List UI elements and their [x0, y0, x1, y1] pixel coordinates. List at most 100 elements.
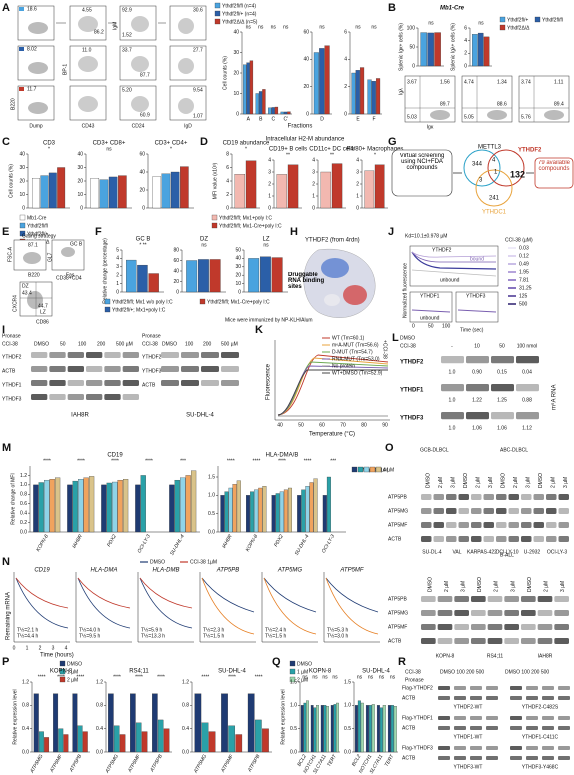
chart-title: SU-DHL-4: [218, 669, 246, 675]
x-tick-label: PDX2: [106, 533, 118, 548]
bar: [152, 693, 158, 753]
y-tick-label: 0: [176, 289, 179, 295]
blot-band: [526, 726, 538, 730]
legend-swatch: [104, 298, 111, 305]
y-tick-label: 40: [77, 151, 83, 157]
construct: YTHDF2-C482S: [522, 704, 559, 710]
blot-band: [558, 696, 570, 700]
legend-label: Ythdf2fl/fl; Mx1+poly I:C: [219, 215, 272, 221]
blot-band: [533, 536, 544, 542]
legend-swatch: [214, 18, 221, 25]
blot-band: [458, 522, 469, 528]
bar: [112, 481, 118, 533]
blot-band: [510, 686, 522, 690]
legend-label: RNA-MUT (Tm=53.0): [332, 356, 380, 362]
half-life: T½=2.1 h: [17, 626, 38, 633]
bar: [44, 737, 50, 753]
legend-swatch: [59, 668, 66, 675]
bar: [275, 493, 280, 533]
legend-swatch: [214, 10, 221, 17]
legend-swatch: [199, 298, 206, 305]
bar: [271, 107, 275, 115]
group-label: B-ALL: [500, 552, 514, 558]
y-tick-label: 60: [139, 151, 145, 157]
bar: [82, 731, 88, 753]
legend-label: 125: [519, 293, 528, 299]
row-label: DMSO: [400, 335, 415, 341]
blot-band: [496, 536, 507, 542]
blot-band: [526, 756, 538, 760]
bar: [283, 489, 288, 533]
blot-band: [470, 686, 482, 690]
chart: HLA-DMA/B0.00.51.01.5IAH8R****KOPN-8****…: [208, 453, 346, 557]
legend-label: 2 µM: [67, 677, 78, 683]
y-tick-label: 0.5: [344, 726, 351, 732]
blot-band: [433, 536, 444, 542]
blot-band: [471, 638, 486, 644]
blot-band: [437, 638, 453, 644]
blot-band: [438, 726, 450, 730]
bar: [57, 167, 66, 209]
blot-band: [454, 624, 469, 630]
y-tick-label: 0: [356, 205, 359, 211]
panel-letter: R: [398, 656, 406, 668]
protein-label: YTHDF2: [2, 354, 22, 360]
conc-label: DMSO: [427, 577, 433, 592]
significance: ****: [43, 458, 51, 464]
chart-title: CD3+ CD8+: [93, 141, 126, 147]
bar: [89, 476, 95, 533]
y-tick-label: 100: [407, 25, 416, 31]
protein-label: ACTB: [142, 382, 156, 388]
significance: ****: [253, 458, 261, 464]
x-tick-label: 70: [340, 422, 346, 428]
y-tick-label: 4: [344, 57, 347, 63]
y-tick-label: 0: [238, 289, 241, 295]
y-tick-label: 0.5: [208, 511, 215, 517]
blot-band: [504, 638, 519, 644]
blot-band: [521, 536, 532, 542]
blot-band: [466, 412, 489, 420]
bar: [234, 174, 246, 209]
bar: [163, 728, 170, 753]
bar: [38, 482, 44, 533]
y-tick-label: 0.4: [96, 726, 103, 732]
conc-label: 3 µM: [525, 477, 531, 488]
x-tick-label: ATP5MF: [49, 753, 65, 774]
flow-text: 44.7: [38, 303, 48, 309]
y-tick-label: 30: [233, 50, 239, 56]
blot-band: [558, 686, 570, 690]
bar: [235, 734, 243, 753]
bar: [271, 257, 283, 293]
blot-band: [533, 494, 544, 500]
decay-curve: [77, 577, 131, 609]
significance: ****: [145, 458, 153, 464]
blot-band: [454, 638, 469, 644]
legend-label: Ythdf2fl/fl; Mx1 w/o poly I:C: [112, 299, 173, 305]
half-life: T½=3.0 h: [327, 632, 348, 639]
legend-label: 0.03: [519, 245, 529, 251]
blot-band: [533, 508, 544, 514]
blot-band: [438, 696, 450, 700]
protein-label: ATP5MF: [388, 522, 407, 528]
panel-letter: D: [200, 136, 208, 148]
half-life: T½=5.9 h: [141, 626, 162, 633]
bar: [140, 475, 146, 533]
significance: ns: [312, 674, 318, 680]
flow-text: 43.4: [22, 290, 32, 296]
axis-title: Relative expression level: [12, 689, 18, 744]
conc-label: DMSO 100 200 500: [505, 669, 549, 675]
legend-label: DMSO: [297, 661, 312, 667]
legend-label: Ythdf2fl/fl: [542, 17, 563, 23]
blot-band: [542, 746, 554, 750]
blot-band: [201, 352, 219, 358]
panel-letter: F: [95, 226, 102, 238]
axis: [13, 572, 70, 643]
blot-band: [558, 536, 569, 542]
count: 3: [479, 178, 483, 184]
conc-label: 3 µM: [450, 477, 456, 488]
bar: [305, 486, 310, 533]
bar: [201, 722, 209, 753]
blot: [31, 352, 139, 400]
blot-band: [433, 494, 444, 500]
legend: DMSO 1 µM 2 µM: [59, 660, 82, 683]
